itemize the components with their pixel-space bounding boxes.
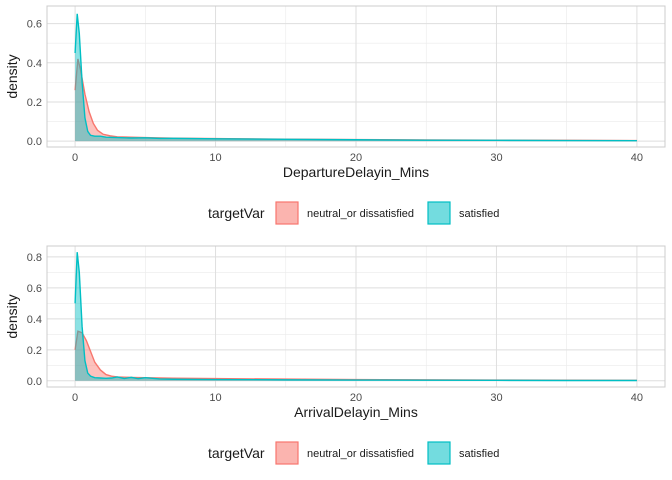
chart-panel-1: 0 10 20 30 40 0.0 0.2 0.4 0.6 DepartureDelayin_Mi… — [4, 5, 666, 225]
density-line-satisfied — [74, 252, 637, 382]
x-tick-label: 20 — [350, 392, 362, 404]
panel-border — [46, 5, 666, 148]
x-axis-title: ArrivalDelayin_Mins — [294, 404, 418, 420]
y-tick-label: 0.6 — [27, 19, 42, 31]
chart-panel-2: 0 10 20 30 40 0.0 0.2 0.4 0.6 0.8 ArrivalDelayin_M… — [4, 245, 666, 465]
legend-key — [275, 201, 299, 225]
x-tick-label: 10 — [209, 392, 221, 404]
legend: targetVar neutral_or dissatisfied satisfie… — [208, 441, 499, 465]
y-axis-title: density — [4, 294, 20, 338]
legend-label: neutral_or dissatisfied — [307, 448, 414, 460]
y-tick-label: 0.2 — [27, 345, 42, 357]
x-tick-label: 20 — [350, 152, 362, 164]
x-tick-label: 40 — [631, 152, 643, 164]
y-axis-title: density — [4, 54, 20, 98]
legend-label: satisfied — [459, 448, 499, 460]
panel-border — [46, 245, 666, 388]
y-tick-label: 0.8 — [27, 252, 42, 264]
x-tick-label: 30 — [490, 152, 502, 164]
x-tick-label: 0 — [72, 392, 78, 404]
legend-label: satisfied — [459, 208, 499, 220]
y-tick-label: 0.6 — [27, 283, 42, 295]
x-axis-title: DepartureDelayin_Mins — [283, 164, 429, 180]
legend-key — [427, 441, 451, 465]
legend-label: neutral_or dissatisfied — [307, 208, 414, 220]
x-tick-label: 10 — [209, 152, 221, 164]
legend-title: targetVar — [208, 445, 265, 461]
density-line-satisfied — [74, 13, 637, 142]
legend-key — [275, 441, 299, 465]
x-tick-label: 40 — [631, 392, 643, 404]
x-tick-label: 0 — [72, 152, 78, 164]
legend: targetVar neutral_or dissatisfied satisfie… — [208, 201, 499, 225]
x-tick-label: 30 — [490, 392, 502, 404]
y-tick-label: 0.0 — [27, 136, 42, 148]
y-tick-label: 0.4 — [27, 314, 42, 326]
y-tick-label: 0.2 — [27, 97, 42, 109]
y-tick-label: 0.0 — [27, 376, 42, 388]
legend-title: targetVar — [208, 205, 265, 221]
y-tick-label: 0.4 — [27, 58, 42, 70]
legend-key — [427, 201, 451, 225]
